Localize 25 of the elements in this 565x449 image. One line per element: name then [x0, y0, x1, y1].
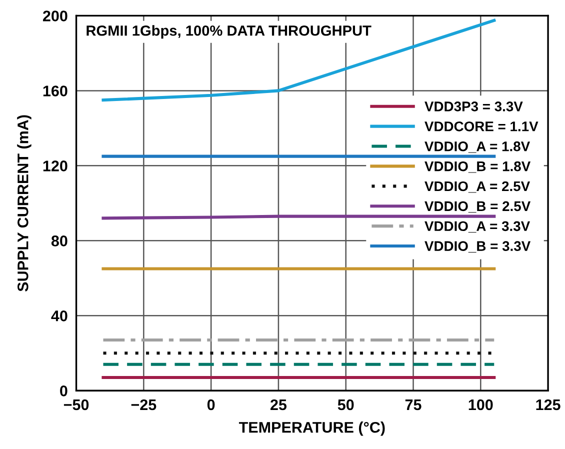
y-tick-label: 40 [51, 310, 68, 322]
y-tick-label: 80 [51, 236, 68, 246]
annotation: RGMII 1Gbps, 100% DATA THROUGHPUT [86, 25, 372, 39]
y-tick-label: 0 [60, 386, 68, 396]
y-axis-title: SUPPLY CURRENT (mA) [17, 115, 32, 292]
x-tick-label: 0 [207, 399, 215, 410]
y-tick-label: 160 [43, 86, 68, 96]
x-tick-label: 125 [536, 399, 560, 410]
legend-label: VDDIO_A = 2.5V [424, 181, 530, 193]
x-axis-title: TEMPERATURE (°C) [238, 422, 385, 436]
x-tick-label: 75 [405, 400, 422, 410]
legend-label: VDDIO_A = 3.3V [424, 221, 530, 233]
legend-label: VDD3P3 = 3.3V [424, 102, 523, 112]
x-tick-label: 25 [270, 399, 287, 410]
y-tick-label: 120 [43, 160, 68, 172]
legend-label: VDDIO_B = 3.3V [424, 241, 531, 253]
x-tick-label: −50 [64, 399, 89, 410]
legend-label: VDDIO_A = 1.8V [424, 141, 530, 153]
legend-label: VDDIO_B = 1.8V [424, 161, 531, 173]
y-tick-label: 200 [42, 10, 68, 22]
x-tick-label: −25 [131, 399, 156, 410]
x-tick-label: 100 [468, 399, 493, 410]
x-tick-label: 50 [338, 399, 354, 410]
legend-label: VDDCORE = 1.1V [424, 121, 538, 132]
legend-label: VDDIO_B = 2.5V [424, 201, 531, 213]
